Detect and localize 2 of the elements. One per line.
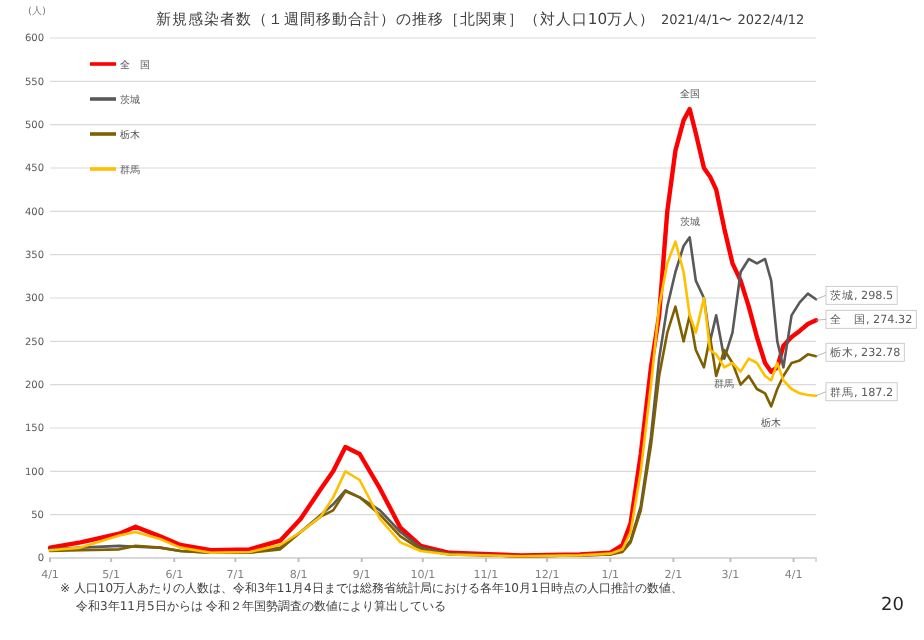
line-series — [47, 106, 819, 558]
text: 20 — [881, 596, 905, 616]
